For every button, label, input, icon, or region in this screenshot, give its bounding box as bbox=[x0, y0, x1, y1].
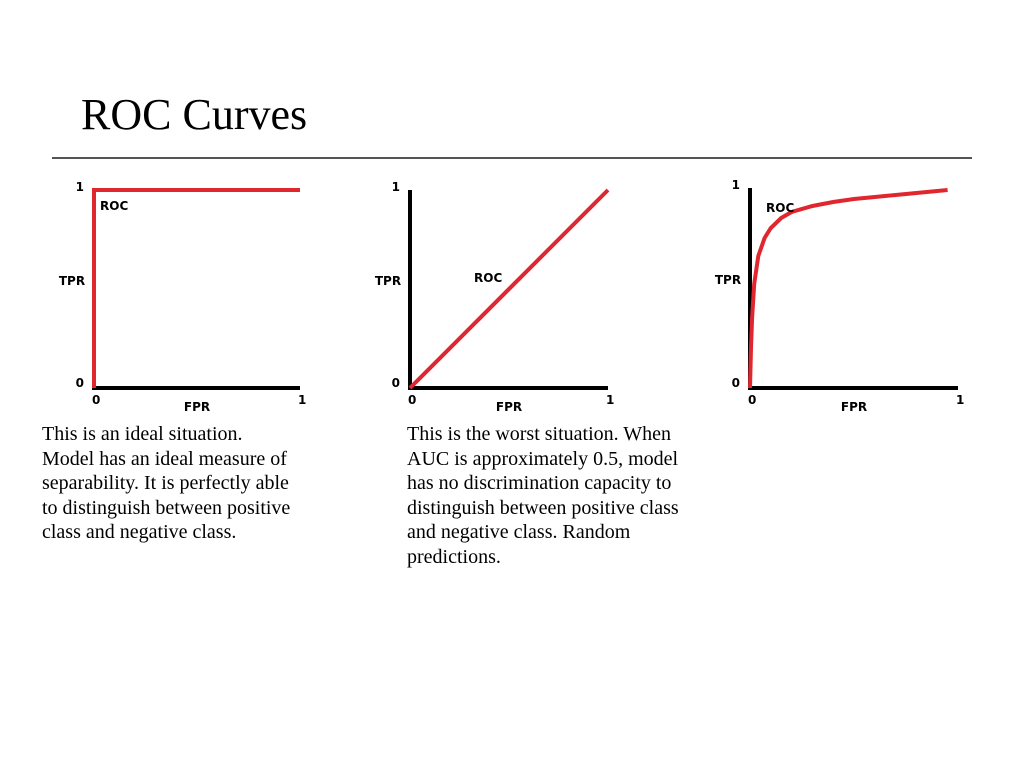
roc-chart-ideal: ROC 0 1 0 1 FPR TPR bbox=[59, 180, 306, 414]
roc-chart-good: ROC 0 1 0 1 FPR TPR bbox=[715, 178, 964, 414]
y-axis-label-worst: TPR bbox=[375, 274, 401, 288]
roc-curve-worst bbox=[408, 188, 610, 390]
title-divider bbox=[52, 157, 972, 159]
caption-worst-situation: This is the worst situation. When AUC is… bbox=[407, 423, 679, 568]
y-axis-label-ideal: TPR bbox=[59, 274, 85, 288]
y-tick-label-good: 0 bbox=[732, 376, 740, 390]
slide-title: ROC Curves bbox=[81, 90, 308, 139]
x-tick-label-worst: 1 bbox=[606, 393, 614, 407]
roc-curve-label-worst: ROC bbox=[474, 271, 502, 285]
y-tick-label-good: 1 bbox=[732, 178, 740, 192]
y-axis-label-good: TPR bbox=[715, 273, 741, 287]
x-axis-label-worst: FPR bbox=[496, 400, 522, 414]
y-tick-label-worst: 0 bbox=[392, 376, 400, 390]
roc-chart-worst: ROC 0 1 0 1 FPR TPR bbox=[375, 180, 614, 414]
y-tick-label-ideal: 0 bbox=[76, 376, 84, 390]
y-tick-label-worst: 1 bbox=[392, 180, 400, 194]
x-tick-label-good: 0 bbox=[748, 393, 756, 407]
x-axis-label-ideal: FPR bbox=[184, 400, 210, 414]
caption-ideal-situation: This is an ideal situation. Model has an… bbox=[42, 423, 291, 543]
y-tick-label-ideal: 1 bbox=[76, 180, 84, 194]
roc-curve-label-good: ROC bbox=[766, 201, 794, 215]
x-tick-label-ideal: 0 bbox=[92, 393, 100, 407]
x-tick-label-worst: 0 bbox=[408, 393, 416, 407]
x-tick-label-good: 1 bbox=[956, 393, 964, 407]
roc-curve-good bbox=[748, 188, 948, 389]
x-tick-label-ideal: 1 bbox=[298, 393, 306, 407]
roc-curve-label-ideal: ROC bbox=[100, 199, 128, 213]
roc-curve-ideal bbox=[92, 188, 300, 388]
x-axis-label-good: FPR bbox=[841, 400, 867, 414]
